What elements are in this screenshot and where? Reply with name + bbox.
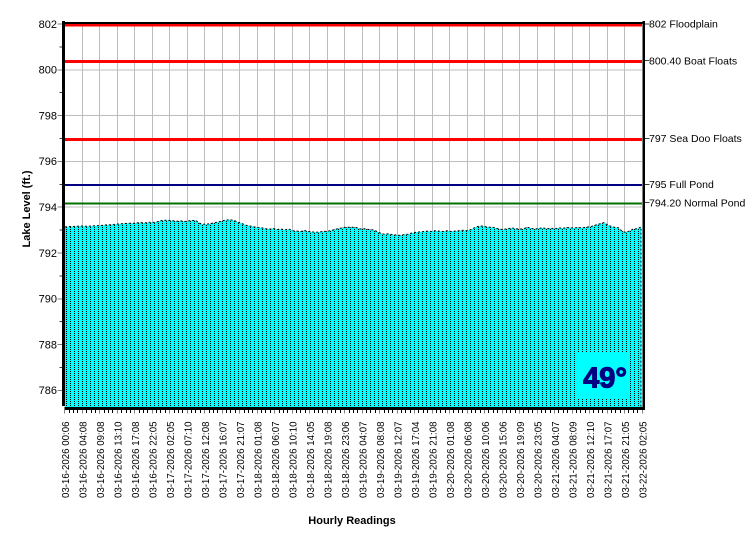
svg-text:03-18-2026 01:08: 03-18-2026 01:08 — [254, 422, 265, 499]
svg-text:03-17-2026 21:07: 03-17-2026 21:07 — [236, 422, 247, 499]
svg-text:03-20-2026 06:08: 03-20-2026 06:08 — [463, 422, 474, 499]
svg-text:03-20-2026 23:05: 03-20-2026 23:05 — [533, 422, 544, 499]
svg-text:03-21-2026 17:07: 03-21-2026 17:07 — [603, 422, 614, 499]
svg-text:49°: 49° — [583, 363, 627, 395]
svg-text:794.20 Normal Pond: 794.20 Normal Pond — [649, 197, 745, 209]
svg-text:03-18-2026 23:06: 03-18-2026 23:06 — [341, 422, 352, 499]
svg-text:03-20-2026 15:06: 03-20-2026 15:06 — [498, 422, 509, 499]
svg-text:03-18-2026 14:05: 03-18-2026 14:05 — [306, 422, 317, 499]
svg-text:03-16-2026 22:05: 03-16-2026 22:05 — [149, 422, 160, 499]
svg-text:Lake Level (ft.): Lake Level (ft.) — [21, 170, 33, 247]
svg-text:795 Full Pond: 795 Full Pond — [649, 179, 714, 191]
svg-text:03-17-2026 07:10: 03-17-2026 07:10 — [184, 421, 195, 498]
svg-text:03-16-2026 13:10: 03-16-2026 13:10 — [114, 421, 125, 498]
svg-text:Hourly Readings: Hourly Readings — [308, 515, 395, 527]
svg-text:794: 794 — [39, 202, 57, 214]
svg-text:802: 802 — [39, 19, 57, 31]
svg-text:03-16-2026 04:08: 03-16-2026 04:08 — [79, 422, 90, 499]
svg-text:03-22-2026 02:05: 03-22-2026 02:05 — [638, 422, 649, 499]
svg-text:03-19-2026 12:07: 03-19-2026 12:07 — [393, 422, 404, 499]
svg-text:03-19-2026 08:08: 03-19-2026 08:08 — [376, 422, 387, 499]
svg-text:03-21-2026 04:07: 03-21-2026 04:07 — [551, 422, 562, 499]
svg-text:792: 792 — [39, 248, 57, 260]
svg-text:03-18-2026 10:10: 03-18-2026 10:10 — [289, 421, 300, 498]
svg-text:800.40 Boat Floats: 800.40 Boat Floats — [649, 55, 737, 67]
svg-text:796: 796 — [39, 156, 57, 168]
svg-text:03-18-2026 06:07: 03-18-2026 06:07 — [271, 422, 282, 499]
svg-text:802 Floodplain: 802 Floodplain — [649, 19, 718, 31]
svg-text:03-21-2026 12:10: 03-21-2026 12:10 — [586, 421, 597, 498]
svg-text:03-21-2026 08:09: 03-21-2026 08:09 — [568, 422, 579, 499]
svg-text:03-19-2026 04:07: 03-19-2026 04:07 — [358, 422, 369, 499]
svg-text:03-20-2026 01:08: 03-20-2026 01:08 — [446, 422, 457, 499]
svg-text:788: 788 — [39, 339, 57, 351]
svg-text:03-21-2026 21:05: 03-21-2026 21:05 — [621, 422, 632, 499]
svg-text:03-17-2026 12:08: 03-17-2026 12:08 — [201, 422, 212, 499]
svg-text:03-19-2026 17:04: 03-19-2026 17:04 — [411, 421, 422, 498]
svg-text:03-16-2026 17:08: 03-16-2026 17:08 — [131, 422, 142, 499]
svg-text:790: 790 — [39, 294, 57, 306]
svg-text:03-17-2026 02:05: 03-17-2026 02:05 — [166, 422, 177, 499]
svg-text:03-17-2026 16:07: 03-17-2026 16:07 — [219, 422, 230, 499]
svg-text:03-19-2026 21:08: 03-19-2026 21:08 — [428, 422, 439, 499]
svg-text:03-20-2026 10:06: 03-20-2026 10:06 — [481, 422, 492, 499]
svg-text:03-16-2026 00:06: 03-16-2026 00:06 — [61, 422, 72, 499]
svg-text:798: 798 — [39, 110, 57, 122]
svg-text:03-20-2026 19:09: 03-20-2026 19:09 — [516, 422, 527, 499]
svg-text:797 Sea Doo Floats: 797 Sea Doo Floats — [649, 133, 742, 145]
svg-text:03-18-2026 19:08: 03-18-2026 19:08 — [324, 422, 335, 499]
svg-text:800: 800 — [39, 65, 57, 77]
svg-text:786: 786 — [39, 385, 57, 397]
svg-text:03-16-2026 09:08: 03-16-2026 09:08 — [96, 422, 107, 499]
